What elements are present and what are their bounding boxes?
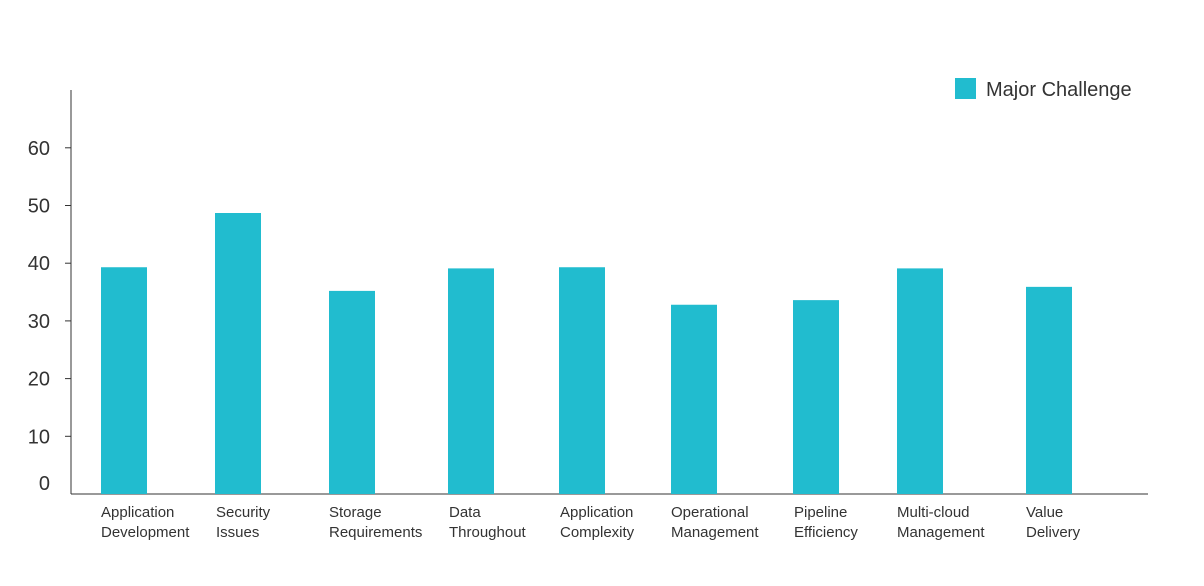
y-tick-label: 30 — [28, 311, 50, 333]
bar — [1026, 286, 1072, 494]
x-tick-label-line: Operational — [671, 504, 749, 521]
y-tick-label: 10 — [28, 426, 50, 448]
x-tick-label: Application Development — [101, 504, 190, 541]
y-tick-label: 20 — [28, 369, 50, 391]
x-tick-label-line: Requirements — [329, 524, 422, 541]
x-tick-label: Operational Management — [671, 504, 759, 541]
bar — [897, 268, 943, 494]
bar — [671, 304, 717, 494]
x-tick-label-line: Throughout — [449, 524, 527, 541]
x-tick-label-line: Complexity — [560, 524, 635, 541]
legend-swatch — [955, 78, 976, 99]
bar — [215, 213, 261, 494]
y-tick-label: 50 — [28, 196, 50, 218]
y-tick-label: 40 — [28, 253, 50, 275]
x-tick-label-line: Multi-cloud — [897, 504, 970, 521]
y-tick-label: 0 — [39, 473, 50, 495]
x-tick-label: Value Delivery — [1026, 504, 1081, 541]
legend: Major Challenge — [955, 78, 1132, 101]
x-tick-label-line: Pipeline — [794, 504, 847, 521]
bar — [793, 300, 839, 494]
x-tick-label-line: Management — [897, 524, 985, 541]
x-tick-label-line: Issues — [216, 524, 259, 541]
bar — [329, 290, 375, 494]
bar — [448, 268, 494, 494]
x-tick-label: Application Complexity — [560, 504, 635, 541]
y-tick-label: 60 — [28, 138, 50, 160]
bar — [101, 267, 147, 494]
bar — [559, 267, 605, 494]
x-tick-label-line: Application — [560, 504, 633, 521]
x-tick-label-line: Data — [449, 504, 481, 521]
x-tick-label: Security Issues — [216, 504, 271, 541]
x-axis-labels: Application Development Security Issues Stor… — [101, 504, 1081, 541]
x-tick-label: Pipeline Efficiency — [794, 504, 858, 541]
x-tick-label-line: Efficiency — [794, 524, 858, 541]
legend-label: Major Challenge — [986, 79, 1132, 101]
x-tick-label-line: Storage — [329, 504, 382, 521]
x-tick-label-line: Security — [216, 504, 271, 521]
x-tick-label-line: Application — [101, 504, 174, 521]
bars — [101, 213, 1072, 494]
x-tick-label-line: Management — [671, 524, 759, 541]
x-tick-label-line: Delivery — [1026, 524, 1081, 541]
x-tick-label: Multi-cloud Management — [897, 504, 985, 541]
x-tick-label-line: Development — [101, 524, 190, 541]
x-tick-label: Data Throughout — [449, 504, 527, 541]
y-axis-ticks: 0 10 20 30 40 50 60 — [28, 138, 71, 495]
x-tick-label: Storage Requirements — [329, 504, 422, 541]
x-tick-label-line: Value — [1026, 504, 1063, 521]
